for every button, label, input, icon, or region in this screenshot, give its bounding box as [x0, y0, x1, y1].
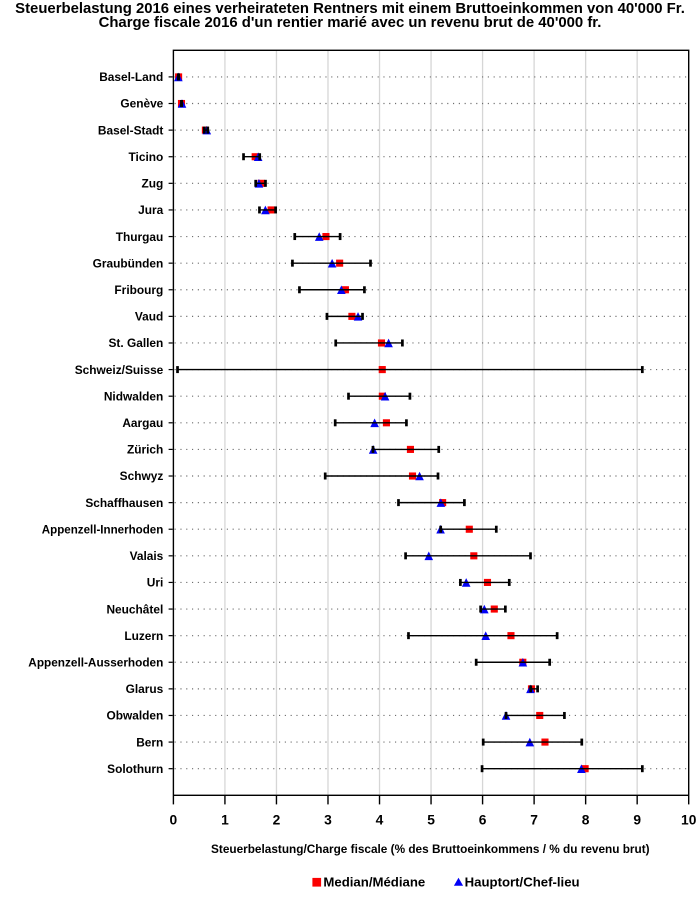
svg-text:Luzern: Luzern: [124, 629, 163, 643]
svg-text:1: 1: [221, 812, 229, 827]
svg-text:Solothurn: Solothurn: [107, 762, 163, 776]
svg-text:Jura: Jura: [138, 203, 164, 217]
svg-text:3: 3: [324, 812, 332, 827]
svg-text:Bern: Bern: [136, 735, 163, 749]
svg-text:9: 9: [633, 812, 641, 827]
svg-text:Aargau: Aargau: [122, 416, 163, 430]
svg-text:Valais: Valais: [130, 549, 164, 563]
svg-text:2: 2: [273, 812, 281, 827]
svg-text:Schweiz/Suisse: Schweiz/Suisse: [75, 363, 164, 377]
svg-text:Schwyz: Schwyz: [120, 469, 164, 483]
svg-text:Hauptort/Chef-lieu: Hauptort/Chef-lieu: [465, 875, 580, 890]
svg-text:Ticino: Ticino: [129, 150, 164, 164]
svg-text:Steuerbelastung 2016 eines ver: Steuerbelastung 2016 eines verheirateten…: [15, 1, 685, 17]
svg-text:Basel-Land: Basel-Land: [99, 70, 163, 84]
svg-text:Uri: Uri: [147, 576, 164, 590]
svg-text:Nidwalden: Nidwalden: [104, 389, 163, 403]
svg-text:10: 10: [681, 812, 697, 827]
svg-text:Thurgau: Thurgau: [116, 230, 164, 244]
svg-text:St. Gallen: St. Gallen: [108, 336, 163, 350]
svg-text:7: 7: [530, 812, 538, 827]
svg-text:Vaud: Vaud: [135, 310, 163, 324]
svg-text:8: 8: [582, 812, 590, 827]
svg-text:Steuerbelastung/Charge fiscale: Steuerbelastung/Charge fiscale (% des Br…: [211, 842, 650, 856]
svg-text:Median/Médiane: Median/Médiane: [323, 875, 425, 890]
svg-text:Fribourg: Fribourg: [114, 283, 163, 297]
svg-text:Zug: Zug: [142, 177, 164, 191]
svg-text:Basel-Stadt: Basel-Stadt: [98, 123, 163, 137]
svg-text:Genève: Genève: [120, 97, 163, 111]
svg-text:4: 4: [376, 812, 384, 827]
svg-text:Appenzell-Ausserhoden: Appenzell-Ausserhoden: [28, 655, 163, 669]
svg-text:Zürich: Zürich: [127, 443, 163, 457]
svg-text:5: 5: [427, 812, 435, 827]
svg-text:Appenzell-Innerhoden: Appenzell-Innerhoden: [42, 522, 164, 536]
svg-text:Charge fiscale 2016 d'un renti: Charge fiscale 2016 d'un rentier marié a…: [99, 15, 602, 31]
svg-text:Neuchâtel: Neuchâtel: [106, 602, 163, 616]
svg-text:0: 0: [170, 812, 178, 827]
svg-text:6: 6: [479, 812, 487, 827]
svg-text:Graubünden: Graubünden: [93, 256, 164, 270]
svg-text:Glarus: Glarus: [126, 682, 164, 696]
svg-text:Schaffhausen: Schaffhausen: [85, 496, 163, 510]
svg-text:Obwalden: Obwalden: [106, 709, 163, 723]
